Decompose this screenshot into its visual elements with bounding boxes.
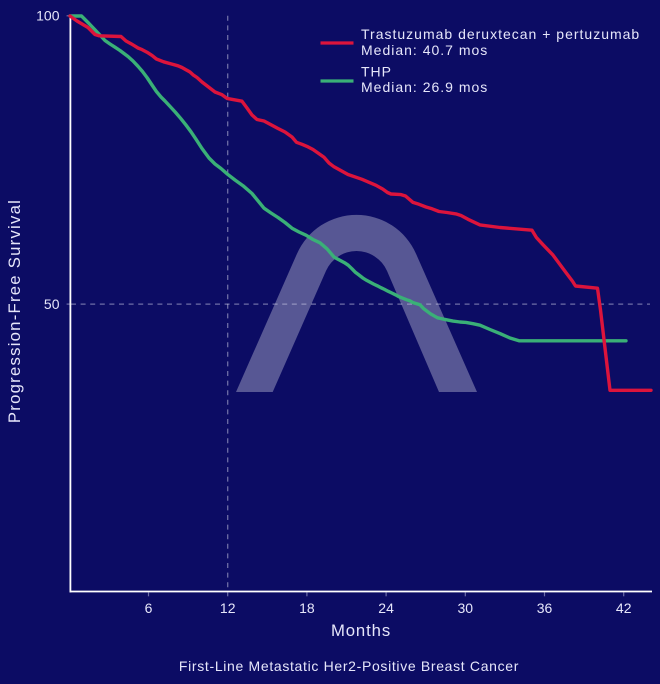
svg-text:36: 36 xyxy=(537,600,553,616)
svg-text:6: 6 xyxy=(145,600,153,616)
svg-text:Months: Months xyxy=(331,621,391,640)
svg-text:First-Line Metastatic Her2-Pos: First-Line Metastatic Her2-Positive Brea… xyxy=(179,658,519,674)
svg-text:50: 50 xyxy=(44,296,60,312)
svg-text:Median: 26.9 mos: Median: 26.9 mos xyxy=(361,79,488,95)
svg-text:30: 30 xyxy=(458,600,474,616)
svg-text:Progression-Free Survival: Progression-Free Survival xyxy=(5,199,24,423)
svg-text:24: 24 xyxy=(378,600,394,616)
svg-text:18: 18 xyxy=(299,600,315,616)
svg-text:THP: THP xyxy=(361,64,392,80)
svg-text:42: 42 xyxy=(616,600,632,616)
svg-text:100: 100 xyxy=(36,8,60,24)
svg-text:Trastuzumab deruxtecan + pertu: Trastuzumab deruxtecan + pertuzumab xyxy=(361,26,640,42)
svg-text:12: 12 xyxy=(220,600,236,616)
svg-text:Median: 40.7 mos: Median: 40.7 mos xyxy=(361,42,488,58)
